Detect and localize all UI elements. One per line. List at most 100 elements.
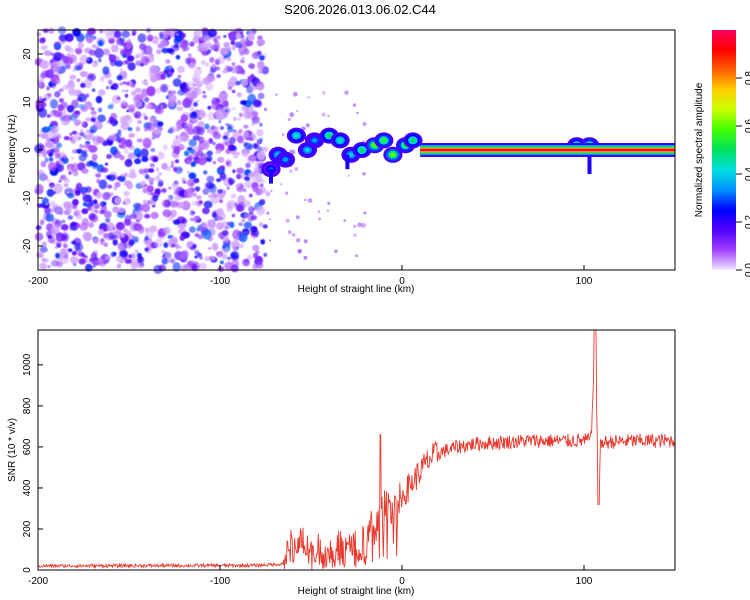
noise-dot (259, 55, 265, 61)
noise-dot (134, 111, 142, 119)
noise-dot (270, 189, 273, 192)
noise-dot (48, 27, 55, 34)
noise-dot (153, 264, 163, 274)
noise-dot (38, 82, 45, 89)
noise-dot (96, 136, 104, 144)
noise-dot (231, 124, 235, 129)
noise-dot (59, 255, 69, 265)
noise-dot (61, 117, 70, 126)
noise-dot (140, 63, 144, 67)
noise-dot (91, 88, 96, 92)
noise-dot (230, 264, 239, 273)
noise-dot (109, 59, 117, 67)
noise-dot (204, 181, 214, 190)
signal-blob (293, 133, 299, 138)
noise-dot (108, 79, 113, 85)
noise-dot (303, 239, 308, 244)
noise-dot (38, 107, 47, 118)
noise-dot (46, 188, 55, 197)
noise-dot (228, 30, 238, 42)
noise-dot (132, 202, 142, 209)
noise-dot (123, 172, 128, 178)
noise-dot (82, 194, 92, 202)
noise-dot (238, 222, 243, 227)
noise-dot (236, 167, 245, 174)
noise-dot (161, 258, 169, 265)
signal-tail (587, 145, 592, 174)
noise-dot (168, 186, 172, 190)
noise-dot (116, 263, 122, 269)
noise-dot (84, 101, 93, 109)
noise-scatter (34, 26, 367, 274)
noise-dot (106, 222, 115, 232)
x-tick-label: 100 (576, 276, 593, 287)
noise-dot (219, 126, 225, 130)
noise-dot (285, 218, 290, 223)
noise-dot (115, 222, 125, 231)
noise-dot (248, 40, 254, 46)
noise-dot (91, 208, 96, 213)
noise-dot (61, 224, 69, 231)
noise-dot (75, 49, 82, 55)
noise-dot (189, 218, 194, 221)
noise-dot (145, 228, 154, 239)
noise-dot (115, 255, 124, 263)
noise-dot (147, 168, 155, 173)
noise-dot (130, 253, 136, 259)
noise-dot (124, 93, 129, 98)
noise-dot (143, 45, 153, 55)
noise-dot (356, 111, 359, 115)
noise-dot (168, 127, 174, 134)
noise-dot (39, 72, 46, 80)
noise-dot (249, 226, 258, 233)
snr-series (37, 329, 676, 571)
noise-dot (108, 116, 115, 123)
noise-dot (253, 99, 262, 107)
noise-dot (193, 67, 203, 76)
noise-dot (256, 129, 264, 137)
noise-dot (176, 99, 182, 106)
noise-dot (94, 204, 101, 209)
noise-dot (50, 224, 60, 235)
noise-dot (208, 138, 214, 144)
snr-x-ticks: -200 -100 0 100 (28, 565, 593, 587)
noise-dot (260, 199, 266, 205)
noise-dot (321, 112, 326, 117)
noise-dot (170, 209, 178, 218)
noise-dot (226, 161, 230, 166)
noise-dot (67, 215, 74, 220)
noise-dot (40, 160, 47, 168)
noise-dot (217, 105, 222, 111)
noise-dot (222, 100, 229, 108)
noise-dot (54, 91, 61, 98)
noise-dot (71, 240, 77, 245)
noise-dot (173, 191, 178, 195)
noise-dot (107, 104, 114, 110)
noise-dot (102, 66, 110, 75)
noise-dot (85, 117, 91, 122)
noise-dot (180, 32, 186, 38)
noise-dot (55, 253, 60, 259)
noise-dot (236, 152, 241, 155)
noise-dot (214, 126, 218, 129)
noise-dot (77, 41, 84, 49)
noise-dot (52, 60, 62, 71)
noise-dot (141, 156, 149, 163)
x-tick-label: 0 (399, 576, 405, 587)
noise-dot (116, 74, 123, 81)
noise-dot (114, 30, 122, 39)
noise-dot (243, 141, 248, 147)
noise-dot (197, 157, 207, 166)
noise-dot (108, 174, 116, 182)
noise-dot (134, 224, 144, 231)
noise-dot (235, 184, 240, 188)
noise-dot (195, 99, 200, 103)
signal-band (420, 149, 675, 151)
noise-dot (50, 126, 57, 134)
noise-dot (37, 169, 44, 176)
noise-dot (120, 42, 127, 47)
noise-dot (181, 122, 188, 129)
noise-dot (248, 193, 253, 198)
noise-dot (61, 84, 69, 91)
noise-dot (170, 161, 175, 165)
